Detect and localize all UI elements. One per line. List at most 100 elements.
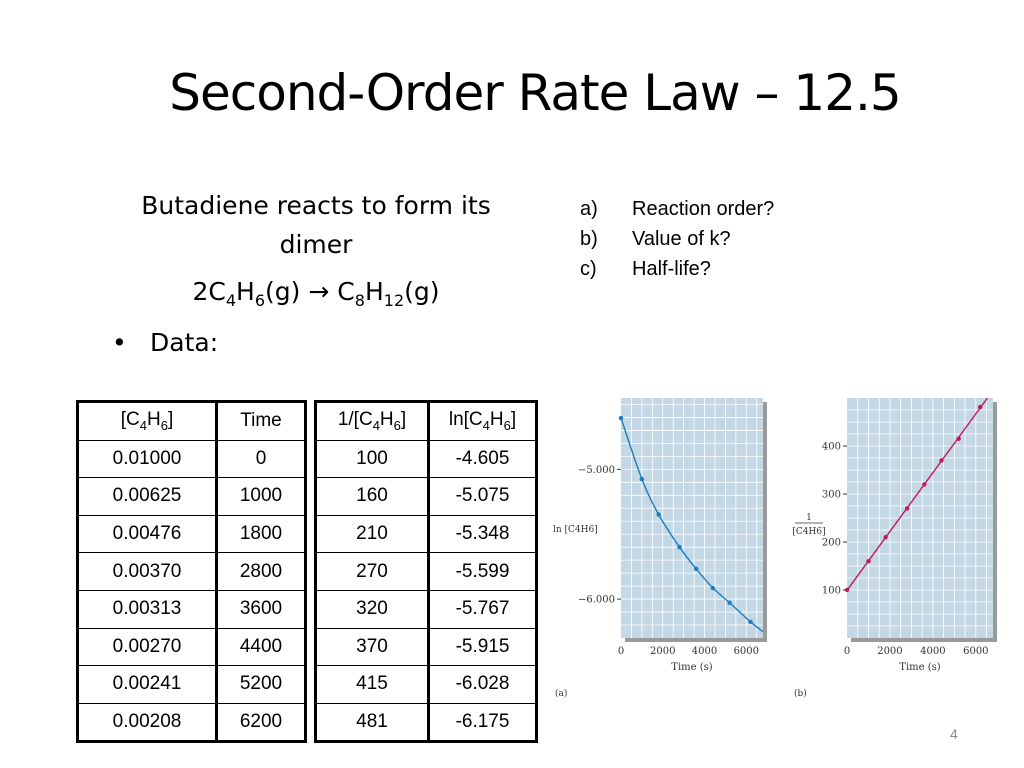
header-time: Time: [216, 401, 306, 441]
y-tick-label: −5.000: [578, 465, 615, 476]
header-concentration: [C4H6]: [77, 401, 218, 441]
cell-time: 3600: [216, 589, 306, 629]
table-header-row: [C4H6] Time: [77, 401, 306, 441]
table-row: 320 -5.767: [315, 589, 537, 629]
cell-time: 2800: [216, 552, 306, 591]
table-row: 481 -6.175: [315, 702, 537, 743]
cell-time: 0: [216, 439, 306, 479]
y-axis-label: ln [C4H6]: [553, 525, 598, 535]
x-tick-label: 6000: [963, 646, 988, 657]
cell-ln-concentration: -5.348: [428, 514, 537, 554]
cell-concentration: 0.00370: [77, 552, 218, 591]
question-c: c) Half-life?: [580, 258, 711, 280]
intro-text: Butadiene reacts to form its dimer: [100, 186, 532, 264]
cell-time: 1000: [216, 477, 306, 516]
x-tick-label: 0: [618, 646, 624, 657]
data-point: [939, 458, 944, 463]
cell-ln-concentration: -6.028: [428, 665, 537, 704]
chart-panel-b: 0 2000 4000 6000 100 200 300 400 Time (s) (b) 1 [C4…: [792, 398, 997, 699]
cell-inverse-concentration: 481: [315, 702, 430, 743]
table-row: 100 -4.605: [315, 439, 537, 479]
page-number: 4: [950, 726, 958, 742]
panel-label: (a): [555, 688, 567, 699]
y-axis-label-top: 1: [806, 513, 812, 523]
cell-inverse-concentration: 270: [315, 552, 430, 591]
table-row: 370 -5.915: [315, 627, 537, 667]
data-point: [677, 544, 682, 550]
cell-ln-concentration: -4.605: [428, 439, 537, 479]
x-tick-label: 4000: [920, 646, 945, 657]
plot-background: [621, 398, 763, 638]
cell-inverse-concentration: 370: [315, 627, 430, 667]
question-b: b) Value of k?: [580, 228, 731, 250]
y-axis-label-bottom: [C4H6]: [792, 527, 825, 537]
cell-time: 6200: [216, 702, 306, 743]
data-point: [748, 619, 753, 624]
slide-title: Second-Order Rate Law – 12.5: [169, 64, 901, 122]
cell-inverse-concentration: 320: [315, 589, 430, 629]
reaction-equation: 2C4H6(g) → C8H12(g): [192, 277, 440, 310]
intro-line-1: Butadiene reacts to form its: [141, 191, 491, 220]
cell-inverse-concentration: 100: [315, 439, 430, 479]
bullet-label: Data:: [150, 328, 219, 357]
cell-concentration: 0.00476: [77, 514, 218, 554]
x-tick-label: 0: [844, 646, 850, 657]
data-point: [710, 585, 716, 591]
data-point: [883, 535, 888, 540]
cell-concentration: 0.00241: [77, 665, 218, 704]
y-tick-label: 300: [822, 490, 841, 501]
header-ln-concentration: ln[C4H6]: [428, 401, 537, 441]
cell-concentration: 0.00625: [77, 477, 218, 516]
data-point: [977, 404, 983, 410]
table-header-row: 1/[C4H6] ln[C4H6]: [315, 401, 537, 441]
x-tick-label: 4000: [692, 646, 717, 657]
cell-time: 5200: [216, 665, 306, 704]
cell-concentration: 0.00313: [77, 589, 218, 629]
cell-concentration: 0.00270: [77, 627, 218, 667]
data-bullet: • Data:: [112, 328, 218, 357]
cell-inverse-concentration: 210: [315, 514, 430, 554]
y-tick-label: 400: [822, 442, 841, 453]
question-a: a) Reaction order?: [580, 198, 775, 220]
x-tick-label: 6000: [734, 646, 759, 657]
data-point: [639, 476, 645, 482]
y-tick-label: 200: [822, 538, 841, 549]
data-point: [904, 506, 910, 511]
table-row: 0.00313 3600: [77, 589, 306, 629]
table-row: 160 -5.075: [315, 477, 537, 516]
cell-ln-concentration: -5.599: [428, 552, 537, 591]
cell-ln-concentration: -5.915: [428, 627, 537, 667]
table-row: 0.00208 6200: [77, 702, 306, 743]
x-tick-label: 2000: [877, 646, 902, 657]
transformed-data-table: 1/[C4H6] ln[C4H6] 100 -4.605 160 -5.075 210-…: [314, 400, 538, 744]
cell-ln-concentration: -5.075: [428, 477, 537, 516]
table-row: 0.00241 5200: [77, 665, 306, 704]
table-row: 0.00476 1800: [77, 514, 306, 554]
data-point: [922, 482, 927, 487]
table-row: 0.01000 0: [77, 439, 306, 479]
table-row: 0.00370 2800: [77, 552, 306, 591]
table-row: 0.00625 1000: [77, 477, 306, 516]
cell-ln-concentration: -5.767: [428, 589, 537, 629]
concentration-time-table: [C4H6] Time 0.01000 0 0.00625 1000 0.00476 18…: [76, 400, 307, 744]
x-axis-label: Time (s): [671, 662, 712, 673]
cell-inverse-concentration: 160: [315, 477, 430, 516]
cell-time: 1800: [216, 514, 306, 554]
table-row: 415 -6.028: [315, 665, 537, 704]
data-point: [656, 512, 661, 517]
x-axis-label: Time (s): [899, 662, 940, 673]
data-point: [956, 436, 961, 441]
cell-inverse-concentration: 415: [315, 665, 430, 704]
x-tick-label: 2000: [650, 646, 675, 657]
question-list: a) Reaction order? b) Value of k? c) Half-l…: [580, 194, 774, 284]
chart-panel-a: 0 2000 4000 6000 −5.000 −6.000 Time (s) (a) ln […: [553, 398, 767, 699]
header-inverse-concentration: 1/[C4H6]: [315, 401, 430, 441]
table-row: 270 -5.599: [315, 552, 537, 591]
y-tick-label: −6.000: [578, 595, 615, 606]
data-point: [618, 415, 624, 421]
cell-concentration: 0.00208: [77, 702, 218, 743]
data-point: [727, 600, 732, 605]
cell-concentration: 0.01000: [77, 439, 218, 479]
series-line: [847, 398, 989, 591]
